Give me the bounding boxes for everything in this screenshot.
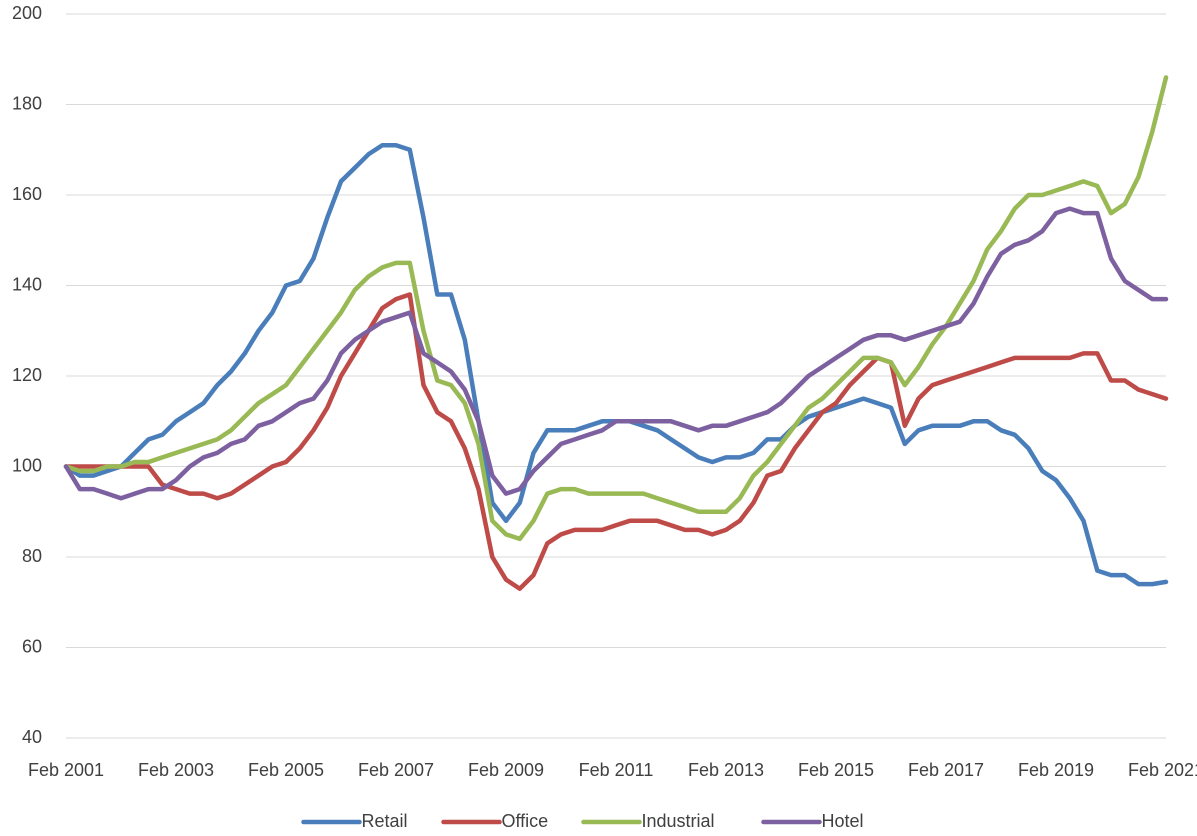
x-tick-label: Feb 2017 [908, 760, 984, 780]
series-line [63, 292, 1169, 591]
x-tick-label: Feb 2015 [798, 760, 874, 780]
x-tick-label: Feb 2009 [468, 760, 544, 780]
y-tick-label: 160 [12, 184, 42, 204]
legend-label: Hotel [822, 811, 864, 831]
x-tick-label: Feb 2011 [579, 760, 654, 780]
x-tick-label: Feb 2019 [1018, 760, 1094, 780]
y-tick-label: 200 [12, 3, 42, 23]
x-tick-label: Feb 2005 [248, 760, 324, 780]
x-tick-label: Feb 2001 [28, 760, 104, 780]
legend-label: Retail [362, 811, 408, 831]
x-tick-label: Feb 2021 [1128, 760, 1197, 780]
y-tick-label: 140 [12, 274, 42, 294]
x-tick-label: Feb 2003 [138, 760, 214, 780]
y-tick-label: 80 [22, 546, 42, 566]
x-tick-label: Feb 2013 [688, 760, 764, 780]
y-tick-label: 180 [12, 93, 42, 113]
y-tick-label: 120 [12, 365, 42, 385]
series-line [63, 206, 1169, 501]
legend-label: Industrial [642, 811, 715, 831]
y-tick-label: 60 [22, 636, 42, 656]
legend-label: Office [502, 811, 549, 831]
y-tick-label: 40 [22, 727, 42, 747]
x-tick-label: Feb 2007 [358, 760, 434, 780]
series-line [63, 75, 1169, 542]
y-tick-label: 100 [12, 455, 42, 475]
